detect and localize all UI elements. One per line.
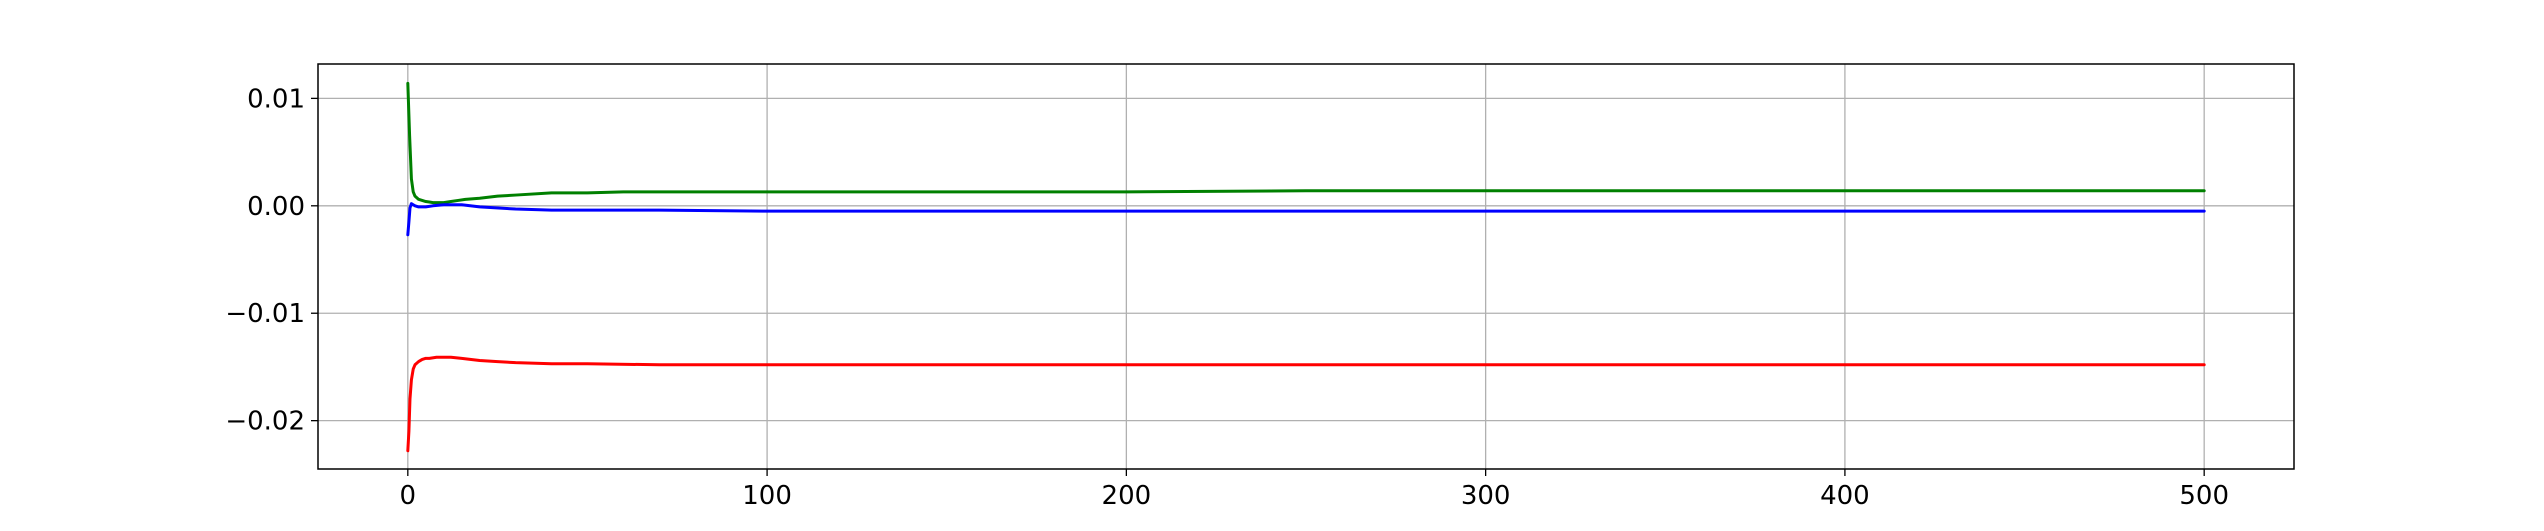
series-line-0 (406, 81, 2206, 205)
y-tick-label: 0.01 (247, 84, 305, 114)
series-line-2 (406, 355, 2206, 453)
y-tick-label: −0.01 (225, 299, 305, 329)
x-tick-label: 400 (1820, 481, 1870, 511)
x-tick-label: 200 (1102, 481, 1152, 511)
series-lines (406, 81, 2206, 453)
x-tick-label: 300 (1461, 481, 1511, 511)
y-tick-label: −0.02 (225, 407, 305, 437)
x-tick-label: 100 (742, 481, 792, 511)
plot-area-frame (317, 63, 2295, 470)
y-tick-label: 0.00 (247, 192, 305, 222)
grid-lines (318, 64, 2294, 469)
x-tick-label: 0 (400, 481, 417, 511)
series-line-1 (406, 202, 2206, 237)
x-tick-label: 500 (2179, 481, 2229, 511)
axis-ticks: 0 100 200 300 400 500 0.01 0.00 −0.01 −0.02 (225, 84, 2229, 511)
